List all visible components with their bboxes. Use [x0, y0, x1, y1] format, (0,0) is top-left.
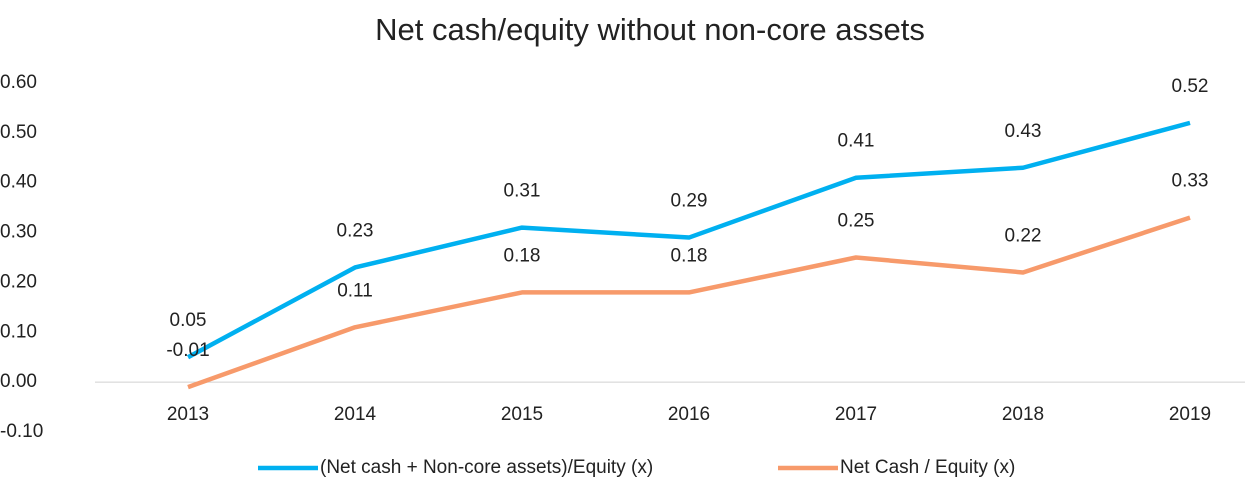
x-tick-label: 2013 — [167, 404, 209, 425]
x-tick-label: 2017 — [835, 404, 877, 425]
data-label: 0.33 — [1172, 171, 1209, 192]
data-label: 0.31 — [504, 181, 541, 202]
x-tick-label: 2016 — [668, 404, 710, 425]
data-label: 0.43 — [1005, 121, 1042, 142]
y-tick-label: 0.00 — [0, 371, 37, 392]
data-label: 0.11 — [337, 280, 373, 301]
x-tick-label: 2015 — [501, 404, 543, 425]
x-tick-label: 2019 — [1169, 404, 1211, 425]
y-tick-label: 0.20 — [0, 271, 37, 292]
data-label: 0.18 — [504, 245, 541, 266]
legend-label: Net Cash / Equity (x) — [840, 457, 1015, 478]
y-tick-label: 0.30 — [0, 222, 37, 243]
y-tick-label: 0.60 — [0, 72, 37, 93]
y-tick-label: 0.10 — [0, 321, 37, 342]
series-line — [187, 215, 1191, 390]
x-tick-label: 2014 — [334, 404, 377, 425]
data-label: 0.41 — [838, 131, 875, 152]
data-label: 0.52 — [1172, 76, 1209, 97]
data-label: 0.29 — [671, 191, 708, 212]
chart-title: Net cash/equity without non-core assets — [375, 12, 925, 47]
x-tick-label: 2018 — [1002, 404, 1044, 425]
data-label: -0.01 — [166, 340, 209, 361]
y-tick-label: -0.10 — [0, 421, 43, 442]
y-tick-label: 0.50 — [0, 122, 37, 143]
legend-label: (Net cash + Non-core assets)/Equity (x) — [320, 457, 653, 478]
data-label: 0.18 — [671, 245, 708, 266]
series-line — [186, 120, 1191, 360]
data-label: 0.22 — [1005, 225, 1042, 246]
data-label: 0.25 — [838, 211, 875, 232]
data-label: 0.23 — [337, 220, 374, 241]
y-tick-label: 0.40 — [0, 172, 37, 193]
data-label: 0.05 — [170, 310, 207, 331]
